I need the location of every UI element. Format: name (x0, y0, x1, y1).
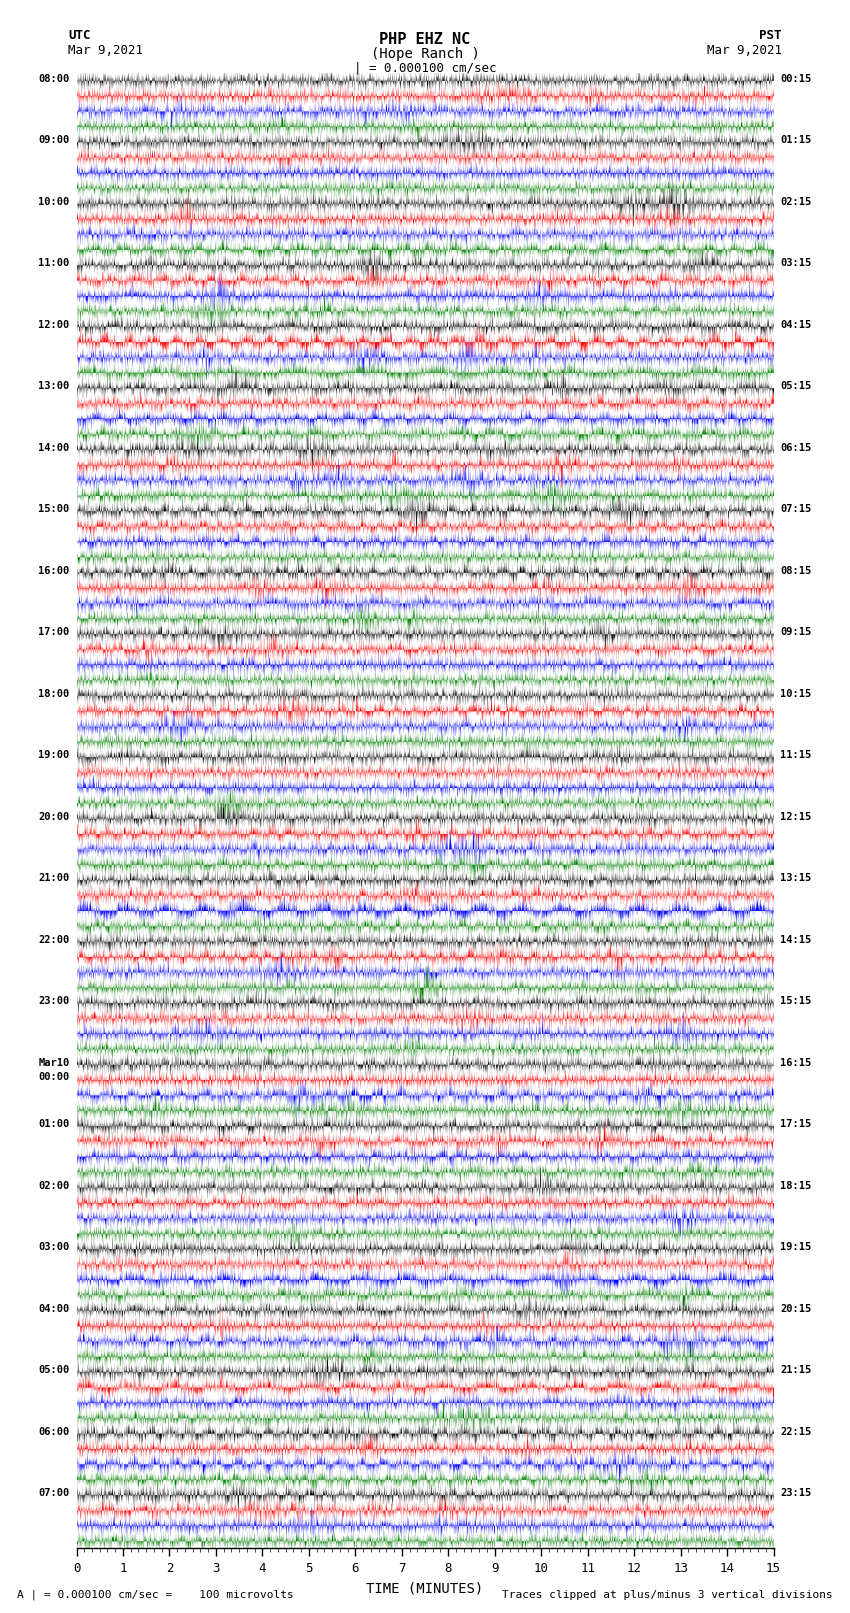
Text: 23:15: 23:15 (780, 1489, 812, 1498)
Text: 18:00: 18:00 (38, 689, 70, 698)
Text: 22:00: 22:00 (38, 936, 70, 945)
Text: PHP EHZ NC: PHP EHZ NC (379, 32, 471, 47)
Text: 01:15: 01:15 (780, 135, 812, 145)
Text: 08:15: 08:15 (780, 566, 812, 576)
Text: A | = 0.000100 cm/sec =    100 microvolts: A | = 0.000100 cm/sec = 100 microvolts (17, 1589, 294, 1600)
Text: 02:15: 02:15 (780, 197, 812, 206)
Text: UTC: UTC (68, 29, 90, 42)
Text: 17:15: 17:15 (780, 1119, 812, 1129)
Text: 12:15: 12:15 (780, 811, 812, 821)
Text: 07:00: 07:00 (38, 1489, 70, 1498)
Text: (Hope Ranch ): (Hope Ranch ) (371, 47, 479, 61)
Text: 02:00: 02:00 (38, 1181, 70, 1190)
Text: 21:15: 21:15 (780, 1365, 812, 1376)
Text: 15:00: 15:00 (38, 505, 70, 515)
Text: 14:00: 14:00 (38, 444, 70, 453)
Text: 01:00: 01:00 (38, 1119, 70, 1129)
Text: 13:15: 13:15 (780, 873, 812, 884)
Text: Mar 9,2021: Mar 9,2021 (707, 44, 782, 56)
Text: 23:00: 23:00 (38, 997, 70, 1007)
Text: 06:00: 06:00 (38, 1428, 70, 1437)
Text: 11:15: 11:15 (780, 750, 812, 760)
Text: | = 0.000100 cm/sec: | = 0.000100 cm/sec (354, 61, 496, 74)
Text: 15:15: 15:15 (780, 997, 812, 1007)
Text: 07:15: 07:15 (780, 505, 812, 515)
Text: 04:15: 04:15 (780, 319, 812, 329)
Text: 16:15: 16:15 (780, 1058, 812, 1068)
Text: 18:15: 18:15 (780, 1181, 812, 1190)
Text: 05:00: 05:00 (38, 1365, 70, 1376)
Text: 21:00: 21:00 (38, 873, 70, 884)
Text: PST: PST (760, 29, 782, 42)
Text: 03:00: 03:00 (38, 1242, 70, 1252)
Text: 10:00: 10:00 (38, 197, 70, 206)
Text: 05:15: 05:15 (780, 381, 812, 392)
Text: Mar10: Mar10 (38, 1058, 70, 1068)
X-axis label: TIME (MINUTES): TIME (MINUTES) (366, 1582, 484, 1595)
Text: 17:00: 17:00 (38, 627, 70, 637)
Text: 09:00: 09:00 (38, 135, 70, 145)
Text: 09:15: 09:15 (780, 627, 812, 637)
Text: 00:00: 00:00 (38, 1073, 70, 1082)
Text: 00:15: 00:15 (780, 74, 812, 84)
Text: 13:00: 13:00 (38, 381, 70, 392)
Text: 03:15: 03:15 (780, 258, 812, 268)
Text: 12:00: 12:00 (38, 319, 70, 329)
Text: 08:00: 08:00 (38, 74, 70, 84)
Text: 10:15: 10:15 (780, 689, 812, 698)
Text: 19:00: 19:00 (38, 750, 70, 760)
Text: 16:00: 16:00 (38, 566, 70, 576)
Text: 22:15: 22:15 (780, 1428, 812, 1437)
Text: 11:00: 11:00 (38, 258, 70, 268)
Text: 20:00: 20:00 (38, 811, 70, 821)
Text: 04:00: 04:00 (38, 1303, 70, 1313)
Text: Traces clipped at plus/minus 3 vertical divisions: Traces clipped at plus/minus 3 vertical … (502, 1590, 833, 1600)
Text: 14:15: 14:15 (780, 936, 812, 945)
Text: Mar 9,2021: Mar 9,2021 (68, 44, 143, 56)
Text: 20:15: 20:15 (780, 1303, 812, 1313)
Text: 06:15: 06:15 (780, 444, 812, 453)
Text: 19:15: 19:15 (780, 1242, 812, 1252)
